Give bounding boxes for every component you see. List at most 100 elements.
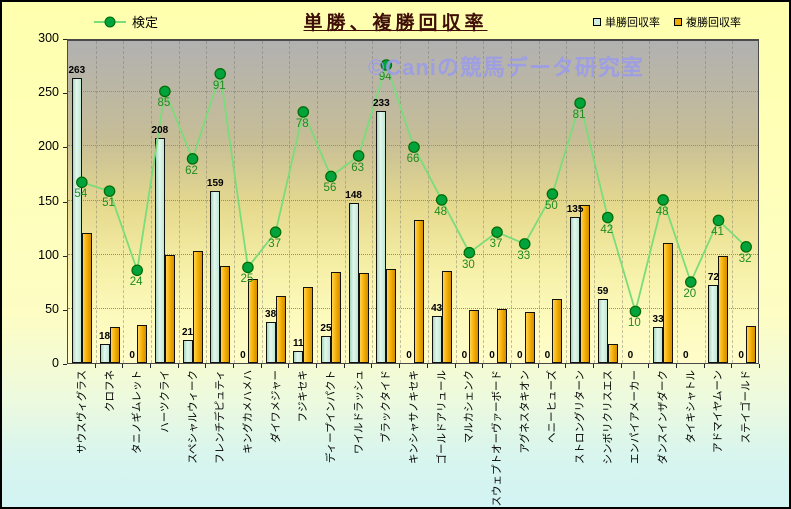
- tansho-value-label: 18: [98, 330, 111, 342]
- kentei-data-point: [325, 170, 337, 183]
- kentei-data-point: [684, 276, 697, 288]
- kentei-line-series: [76, 59, 752, 318]
- v-gridline: [593, 41, 595, 363]
- tansho-bar: [320, 335, 331, 363]
- category-label: ヘニーヒューズ: [546, 370, 559, 443]
- y-axis-label: 150: [38, 193, 59, 208]
- kentei-value-label: 37: [268, 238, 281, 251]
- legend-fukusho-label: 複勝回収率: [686, 17, 741, 29]
- v-gridline: [261, 41, 263, 363]
- tansho-value-label: 59: [597, 286, 609, 298]
- category-label: タイキシャトル: [684, 370, 697, 444]
- category-label: フジキセキ: [297, 370, 310, 423]
- kentei-data-point: [601, 211, 614, 224]
- h-gridline: [68, 91, 758, 93]
- x-axis-tick: [675, 364, 677, 368]
- fukusho-bar: [441, 270, 452, 363]
- tansho-bar: [265, 321, 276, 363]
- x-axis-tick: [343, 364, 345, 368]
- category-label: キンシャサノキセキ: [408, 370, 420, 464]
- x-axis-tick: [703, 364, 705, 368]
- y-axis-label: 0: [52, 356, 59, 370]
- category-label: ストロングリターン: [574, 370, 587, 464]
- y-axis-tick: [63, 309, 67, 311]
- tansho-swatch-icon: [593, 18, 601, 26]
- kentei-value-label: 10: [628, 317, 641, 330]
- kentei-data-point: [629, 305, 642, 318]
- x-axis-tick: [509, 364, 511, 368]
- tansho-value-label: 0: [461, 350, 468, 361]
- x-axis-tick: [454, 364, 456, 368]
- y-axis-label: 100: [38, 247, 59, 262]
- tansho-bar: [708, 285, 719, 363]
- kentei-data-point: [269, 226, 282, 238]
- x-axis-tick: [233, 364, 235, 368]
- y-axis-tick: [63, 255, 67, 257]
- v-gridline: [400, 41, 402, 363]
- tansho-bar: [431, 316, 442, 363]
- kentei-value-label: 85: [157, 97, 171, 110]
- tansho-bar: [597, 299, 608, 363]
- kentei-data-point: [546, 188, 559, 200]
- kentei-data-point: [159, 85, 171, 98]
- tansho-value-label: 0: [738, 350, 744, 361]
- x-axis-tick: [426, 364, 428, 368]
- tansho-value-label: 0: [489, 350, 495, 361]
- x-axis-tick: [260, 364, 262, 368]
- chart-title: 単勝、複勝回収率: [303, 13, 488, 34]
- category-label: アドマイヤムーン: [712, 370, 725, 453]
- x-axis-tick: [759, 364, 760, 368]
- fukusho-bar: [164, 254, 175, 363]
- x-axis-tick: [399, 364, 401, 368]
- y-axis-tick: [63, 364, 67, 365]
- y-axis-tick: [63, 93, 67, 95]
- v-gridline: [317, 41, 319, 363]
- y-axis-label: 300: [38, 31, 59, 45]
- x-axis-tick: [620, 364, 622, 368]
- v-gridline: [704, 41, 706, 363]
- kentei-value-label: 48: [434, 205, 448, 218]
- x-axis-tick: [565, 364, 567, 368]
- h-gridline: [68, 307, 758, 309]
- kentei-data-point: [518, 238, 531, 250]
- kentei-value-label: 56: [323, 182, 337, 195]
- kentei-data-point: [740, 241, 752, 253]
- category-label: フレンチデピュティ: [214, 370, 227, 464]
- v-gridline: [234, 41, 236, 363]
- kentei-value-label: 62: [185, 164, 198, 177]
- category-label: スペシャルウィーク: [186, 370, 199, 464]
- tansho-value-label: 0: [406, 350, 412, 361]
- legend-item-fukusho: 複勝回収率: [674, 14, 741, 30]
- tansho-bar: [376, 110, 387, 363]
- kentei-value-label: 20: [683, 288, 697, 301]
- category-label: アグネスタキオン: [518, 370, 531, 454]
- tansho-value-label: 233: [372, 97, 390, 109]
- category-label: スウェプトオーヴァーボード: [491, 370, 504, 507]
- x-axis-tick: [648, 364, 650, 368]
- kentei-data-point: [186, 153, 199, 165]
- v-gridline: [510, 41, 512, 363]
- kentei-data-point: [242, 261, 254, 274]
- v-gridline: [566, 41, 568, 363]
- v-gridline: [344, 41, 346, 363]
- tansho-value-label: 0: [544, 350, 551, 361]
- x-axis-tick: [205, 364, 207, 368]
- tansho-value-label: 0: [240, 350, 246, 361]
- fukusho-bar: [414, 220, 424, 363]
- kentei-value-label: 66: [406, 153, 420, 166]
- fukusho-bar: [192, 251, 203, 363]
- x-axis-tick: [177, 364, 179, 368]
- category-label: ハーツクライ: [158, 370, 171, 433]
- kentei-data-point: [131, 264, 143, 277]
- y-axis-label: 50: [45, 301, 59, 316]
- x-axis-tick: [592, 364, 594, 368]
- category-label: ゴールドアリュール: [435, 370, 448, 465]
- kentei-data-point: [574, 97, 586, 109]
- tansho-value-label: 25: [320, 322, 332, 334]
- y-axis-label: 200: [38, 139, 59, 154]
- fukusho-bar: [109, 327, 120, 363]
- kentei-data-point: [463, 246, 476, 259]
- kentei-data-point: [214, 67, 227, 80]
- fukusho-bar: [469, 309, 480, 363]
- v-gridline: [455, 41, 457, 363]
